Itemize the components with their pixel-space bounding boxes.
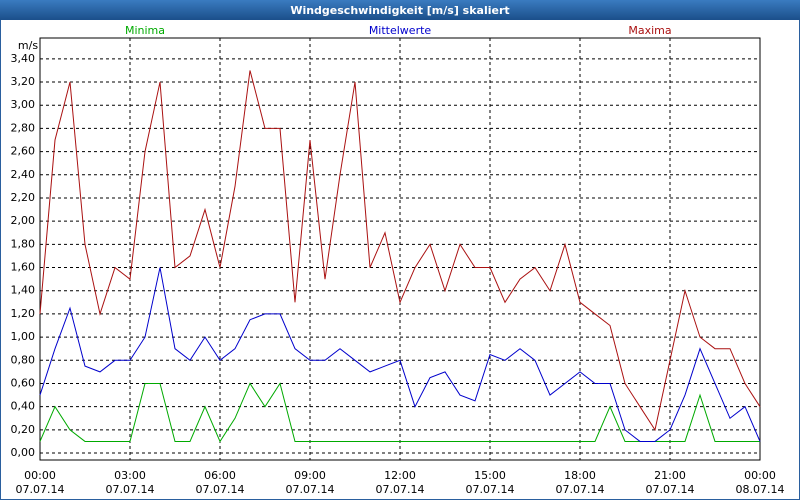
y-tick-label: 1,60	[11, 261, 36, 274]
legend-entry: Maxima	[628, 24, 671, 37]
series-line	[39, 267, 761, 442]
y-tick-label: 2,20	[11, 191, 36, 204]
y-tick-label: 1,40	[11, 284, 36, 297]
y-tick-label: 0,00	[11, 446, 36, 459]
x-tick-date: 07.07.14	[646, 483, 695, 496]
y-axis-label: m/s	[18, 39, 38, 52]
y-tick-label: 2,60	[11, 145, 36, 158]
y-tick-label: 1,80	[11, 237, 36, 250]
y-tick-label: 2,80	[11, 121, 36, 134]
y-tick-label: 1,20	[11, 307, 36, 320]
legend-entry: Minima	[125, 24, 165, 37]
x-tick-label: 00:00	[744, 469, 776, 482]
y-tick-label: 0,20	[11, 423, 36, 436]
chart-title: Windgeschwindigkeit [m/s] skaliert	[290, 4, 509, 17]
y-tick-label: 0,60	[11, 376, 36, 389]
x-tick-label: 09:00	[294, 469, 326, 482]
series-line	[39, 70, 761, 432]
y-tick-label: 3,00	[11, 98, 36, 111]
x-tick-label: 12:00	[384, 469, 416, 482]
y-tick-label: 0,80	[11, 353, 36, 366]
x-tick-label: 21:00	[654, 469, 686, 482]
title-bar	[0, 0, 800, 20]
legend-entry: Mittelwerte	[369, 24, 432, 37]
x-tick-label: 06:00	[204, 469, 236, 482]
y-tick-label: 3,40	[11, 52, 36, 65]
x-tick-date: 07.07.14	[556, 483, 605, 496]
x-tick-date: 08.07.14	[736, 483, 785, 496]
y-tick-label: 3,20	[11, 75, 36, 88]
x-tick-date: 07.07.14	[286, 483, 335, 496]
x-tick-date: 07.07.14	[16, 483, 65, 496]
x-tick-date: 07.07.14	[196, 483, 245, 496]
x-tick-label: 03:00	[114, 469, 146, 482]
y-tick-label: 2,00	[11, 214, 36, 227]
x-tick-label: 15:00	[474, 469, 506, 482]
x-tick-label: 18:00	[564, 469, 596, 482]
x-tick-label: 00:00	[24, 469, 56, 482]
x-tick-date: 07.07.14	[466, 483, 515, 496]
x-tick-date: 07.07.14	[106, 483, 155, 496]
y-tick-label: 1,00	[11, 330, 36, 343]
x-tick-date: 07.07.14	[376, 483, 425, 496]
y-tick-label: 0,40	[11, 400, 36, 413]
y-tick-label: 2,40	[11, 168, 36, 181]
